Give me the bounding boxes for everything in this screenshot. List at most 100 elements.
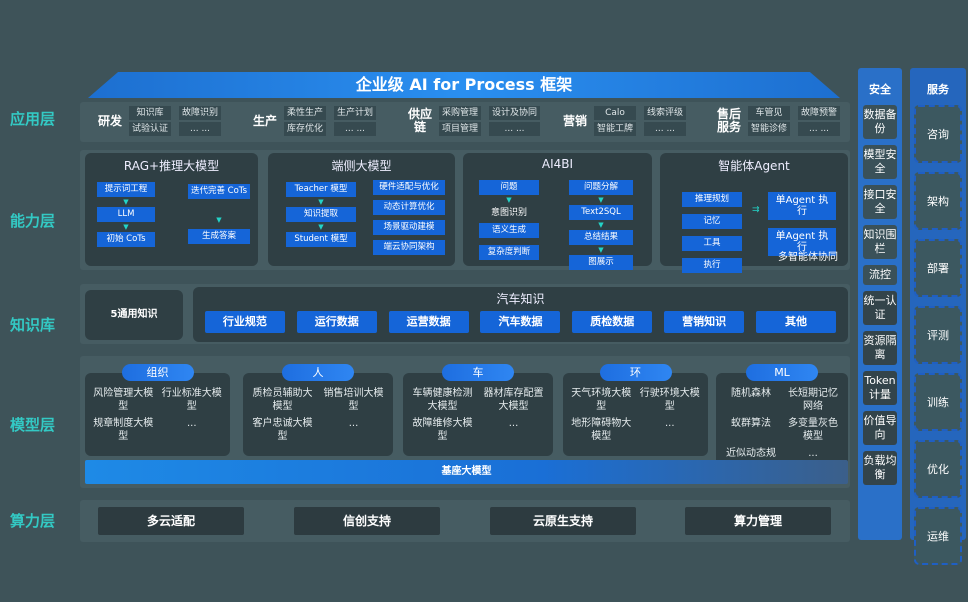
- knowledge-item: 营销知识: [664, 311, 745, 333]
- model-item: 客户忠诚大模型: [252, 418, 313, 442]
- service-column: 服务 咨询 架构 部署 评测 训练 优化 运维: [910, 68, 966, 565]
- app-cell: 故障预警: [798, 106, 841, 120]
- arrow-down-icon: ▼: [598, 221, 604, 229]
- model-panel: 环天气环境大模型 行驶环境大模型 地形障碍物大模型...: [563, 364, 708, 456]
- service-item: 架构: [914, 172, 962, 230]
- service-item: 咨询: [914, 105, 962, 163]
- agent-footer: 多智能体协同: [778, 252, 838, 263]
- knowledge-item: 运行数据: [296, 311, 377, 333]
- ai4bi-panel: AI4BI 问题 ▼ 意图识别 语义生成 复杂度判断 问题分解 ▼ Text2SQL ▼…: [463, 153, 652, 270]
- model-item: ...: [348, 418, 359, 429]
- flow-box: 迭代完善 CoTs: [188, 184, 250, 199]
- model-grid: 天气环境大模型 行驶环境大模型 地形障碍物大模型...: [563, 373, 708, 447]
- security-item: 流控: [863, 265, 897, 285]
- flow-box: 端云协同架构: [373, 240, 445, 255]
- agent-left-column: 推理规划 记忆 工具 执行: [682, 191, 742, 274]
- arrow-down-icon: ▼: [598, 246, 604, 254]
- model-item: 天气环境大模型: [571, 388, 632, 412]
- app-cell: 采购管理: [439, 106, 482, 120]
- flow-box: 动态计算优化: [373, 200, 445, 215]
- model-grid: 车辆健康检测大模型 器材库存配置大模型 故障维修大模型...: [403, 373, 553, 447]
- app-cell: 项目管理: [439, 122, 482, 136]
- arrow-down-icon: ▼: [123, 198, 129, 206]
- app-group-name: 生产: [252, 113, 277, 128]
- model-panel: 车车辆健康检测大模型 器材库存配置大模型 故障维修大模型...: [403, 364, 553, 456]
- app-group: 售后服务 车管见 故障预警 智能诊修 ... ...: [714, 106, 841, 136]
- model-item: 随机森林: [731, 388, 771, 399]
- service-item: 运维: [914, 507, 962, 565]
- compute-item: 算力管理: [685, 507, 831, 535]
- service-item: 优化: [914, 440, 962, 498]
- arrow-down-icon: ▼: [318, 223, 324, 231]
- flow-box: LLM: [97, 207, 155, 222]
- arrow-down-icon: ▼: [123, 223, 129, 231]
- flow-box: 生成答案: [188, 229, 250, 244]
- agent-title: 智能体Agent: [718, 159, 790, 173]
- layer-label-model: 模型层: [10, 416, 56, 434]
- knowledge-item: 运营数据: [388, 311, 469, 333]
- app-cell: ... ...: [489, 122, 541, 136]
- model-item: 行业标准大模型: [161, 388, 222, 412]
- app-group-name: 营销: [562, 113, 587, 128]
- rag-panel: RAG+推理大模型 提示词工程 ▼ LLM ▼ 初始 CoTs 迭代完善 CoTs ▼ 生成…: [85, 153, 258, 266]
- flow-box: 记忆: [682, 214, 742, 229]
- service-title: 服务: [927, 83, 949, 96]
- auto-knowledge-title: 汽车知识: [496, 292, 545, 306]
- base-model-bar: 基座大模型: [85, 460, 848, 484]
- model-grid: 质检员辅助大模型 销售培训大模型 客户忠诚大模型...: [243, 373, 393, 447]
- flow-box: 问题分解: [569, 180, 633, 195]
- ai4bi-left-column: 问题 ▼ 意图识别 语义生成 复杂度判断: [479, 179, 539, 261]
- model-item: 质检员辅助大模型: [252, 388, 313, 412]
- model-category: 组织: [121, 364, 194, 381]
- app-group-cells: 采购管理 设计及协同 项目管理 ... ...: [439, 106, 541, 136]
- general-knowledge: 5通用知识: [85, 290, 183, 340]
- auto-knowledge-panel: 汽车知识 行业规范 运行数据 运营数据 汽车数据 质检数据 营销知识 其他: [193, 287, 848, 342]
- arrow-down-icon: ▼: [598, 196, 604, 204]
- model-panel: 人质检员辅助大模型 销售培训大模型 客户忠诚大模型...: [243, 364, 393, 456]
- model-grid: 风险管理大模型 行业标准大模型 规章制度大模型...: [85, 373, 230, 447]
- app-cell: 库存优化: [284, 122, 327, 136]
- rag-left-column: 提示词工程 ▼ LLM ▼ 初始 CoTs: [97, 181, 155, 248]
- model-item: 风险管理大模型: [93, 388, 154, 412]
- model-item: 器材库存配置大模型: [483, 388, 544, 412]
- app-group: 生产 柔性生产 生产计划 库存优化 ... ...: [250, 106, 377, 136]
- app-group-cells: 柔性生产 生产计划 库存优化 ... ...: [284, 106, 377, 136]
- agent-panel: 智能体Agent 推理规划 记忆 工具 执行 ⇉ 单Agent 执行 单Agent 执行…: [660, 153, 848, 273]
- arrow-down-icon: ▼: [318, 198, 324, 206]
- model-category: 环: [599, 364, 672, 381]
- model-item: 地形障碍物大模型: [571, 418, 632, 442]
- security-item: 统一认证: [863, 291, 897, 325]
- security-item: 知识围栏: [863, 225, 897, 259]
- edge-right-column: 硬件适配与优化 动态计算优化 场景驱动建模 端云协同架构: [373, 179, 445, 256]
- model-category: 车: [442, 364, 514, 381]
- app-group-name: 售后服务: [716, 107, 741, 134]
- security-title: 安全: [869, 83, 891, 96]
- layer-label-compute: 算力层: [10, 512, 56, 530]
- security-column: 安全 数据备份 模型安全 接口安全 知识围栏 流控 统一认证 资源隔离 Token计量 价值导向…: [858, 68, 902, 540]
- app-cell: 智能工牌: [594, 122, 637, 136]
- flow-box: 工具: [682, 236, 742, 251]
- knowledge-item: 行业规范: [204, 311, 285, 333]
- model-item: ...: [664, 418, 675, 429]
- app-group-cells: 车管见 故障预警 智能诊修 ... ...: [748, 106, 841, 136]
- flow-box: 复杂度判断: [479, 245, 539, 260]
- edge-left-column: Teacher 模型 ▼ 知识提取 ▼ Student 模型: [286, 181, 356, 248]
- app-cell: 设计及协同: [489, 106, 541, 120]
- app-group: 研发 知识库 故障识别 试验认证 ... ...: [95, 106, 222, 136]
- service-item: 部署: [914, 239, 962, 297]
- knowledge-item: 其他: [755, 311, 836, 333]
- app-group-name: 供应链: [407, 107, 432, 134]
- knowledge-item: 汽车数据: [480, 311, 561, 333]
- ai4bi-left-items: 语义生成 复杂度判断: [479, 222, 539, 261]
- flow-box: 场景驱动建模: [373, 220, 445, 235]
- security-item: 资源隔离: [863, 331, 897, 365]
- ai4bi-title: AI4BI: [541, 157, 574, 171]
- model-item: ...: [508, 418, 519, 429]
- agent-right-column: 单Agent 执行 单Agent 执行: [768, 191, 836, 257]
- model-item: 车辆健康检测大模型: [412, 388, 473, 412]
- model-item: 规章制度大模型: [93, 418, 154, 442]
- model-item: ...: [808, 448, 818, 459]
- security-item: 接口安全: [863, 185, 897, 219]
- app-cell: Calo: [594, 106, 637, 120]
- app-group-cells: Calo 线索评级 智能工牌 ... ...: [594, 106, 687, 136]
